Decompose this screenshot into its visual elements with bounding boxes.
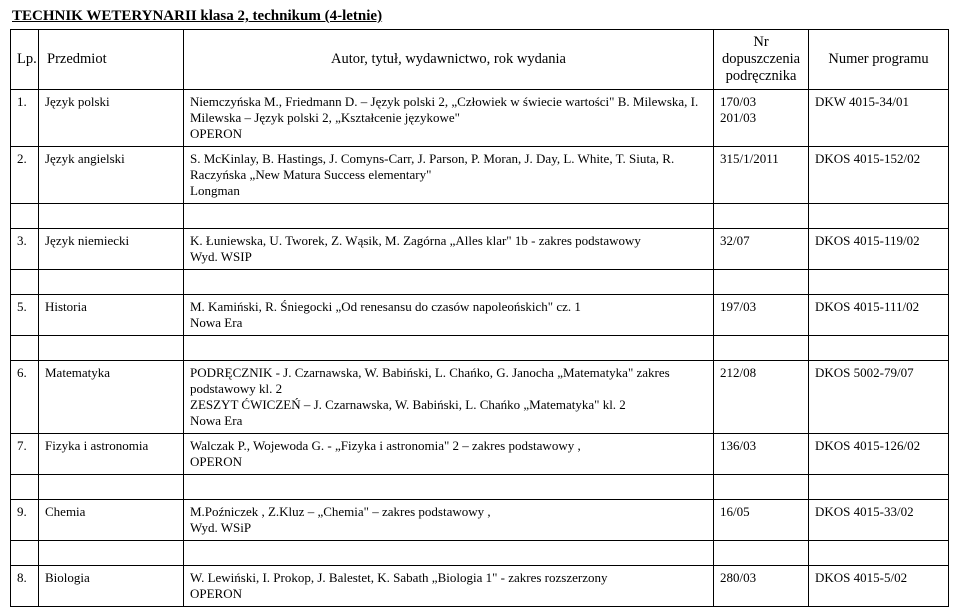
cell-author: Niemczyńska M., Friedmann D. – Język pol… xyxy=(184,90,714,147)
cell-lp: 8. xyxy=(11,566,39,607)
spacer-cell xyxy=(809,475,949,500)
cell-subject: Biologia xyxy=(39,566,184,607)
cell-nr: 197/03 xyxy=(714,295,809,336)
table-header-row: Lp. Przedmiot Autor, tytuł, wydawnictwo,… xyxy=(11,30,949,90)
spacer-cell xyxy=(39,336,184,361)
spacer-cell xyxy=(11,336,39,361)
cell-nr: 315/1/2011 xyxy=(714,147,809,204)
spacer-cell xyxy=(184,541,714,566)
cell-program: DKOS 4015-126/02 xyxy=(809,434,949,475)
cell-program: DKOS 4015-33/02 xyxy=(809,500,949,541)
table-row: 1.Język polskiNiemczyńska M., Friedmann … xyxy=(11,90,949,147)
spacer-cell xyxy=(39,541,184,566)
cell-author: S. McKinlay, B. Hastings, J. Comyns-Carr… xyxy=(184,147,714,204)
cell-subject: Historia xyxy=(39,295,184,336)
cell-program: DKOS 4015-119/02 xyxy=(809,229,949,270)
table-row: 7.Fizyka i astronomiaWalczak P., Wojewod… xyxy=(11,434,949,475)
col-nr: Nr dopuszczenia podręcznika xyxy=(714,30,809,90)
spacer-cell xyxy=(714,475,809,500)
page-title: TECHNIK WETERYNARII klasa 2, technikum (… xyxy=(12,8,949,25)
spacer-row xyxy=(11,541,949,566)
cell-nr: 32/07 xyxy=(714,229,809,270)
table-row: 8.BiologiaW. Lewiński, I. Prokop, J. Bal… xyxy=(11,566,949,607)
spacer-cell xyxy=(809,541,949,566)
cell-author: W. Lewiński, I. Prokop, J. Balestet, K. … xyxy=(184,566,714,607)
cell-author: K. Łuniewska, U. Tworek, Z. Wąsik, M. Za… xyxy=(184,229,714,270)
spacer-cell xyxy=(39,204,184,229)
table-row: 3.Język niemieckiK. Łuniewska, U. Tworek… xyxy=(11,229,949,270)
table-row: 9.ChemiaM.Poźniczek , Z.Kluz – „Chemia" … xyxy=(11,500,949,541)
cell-nr: 212/08 xyxy=(714,361,809,434)
cell-subject: Język angielski xyxy=(39,147,184,204)
cell-author: M. Kamiński, R. Śniegocki „Od renesansu … xyxy=(184,295,714,336)
spacer-cell xyxy=(39,475,184,500)
cell-subject: Język niemiecki xyxy=(39,229,184,270)
spacer-cell xyxy=(39,270,184,295)
cell-subject: Fizyka i astronomia xyxy=(39,434,184,475)
spacer-cell xyxy=(714,204,809,229)
spacer-cell xyxy=(11,204,39,229)
col-program: Numer programu xyxy=(809,30,949,90)
cell-nr: 136/03 xyxy=(714,434,809,475)
table-row: 6.MatematykaPODRĘCZNIK - J. Czarnawska, … xyxy=(11,361,949,434)
cell-subject: Język polski xyxy=(39,90,184,147)
spacer-cell xyxy=(184,475,714,500)
spacer-cell xyxy=(809,204,949,229)
spacer-cell xyxy=(714,270,809,295)
cell-author: PODRĘCZNIK - J. Czarnawska, W. Babiński,… xyxy=(184,361,714,434)
cell-program: DKOS 4015-5/02 xyxy=(809,566,949,607)
cell-lp: 2. xyxy=(11,147,39,204)
cell-subject: Chemia xyxy=(39,500,184,541)
cell-author: Walczak P., Wojewoda G. - „Fizyka i astr… xyxy=(184,434,714,475)
spacer-cell xyxy=(184,270,714,295)
cell-lp: 9. xyxy=(11,500,39,541)
cell-lp: 3. xyxy=(11,229,39,270)
cell-program: DKW 4015-34/01 xyxy=(809,90,949,147)
spacer-row xyxy=(11,270,949,295)
cell-program: DKOS 4015-152/02 xyxy=(809,147,949,204)
textbook-table: Lp. Przedmiot Autor, tytuł, wydawnictwo,… xyxy=(10,29,949,607)
spacer-row xyxy=(11,204,949,229)
col-lp: Lp. xyxy=(11,30,39,90)
cell-lp: 7. xyxy=(11,434,39,475)
col-author: Autor, tytuł, wydawnictwo, rok wydania xyxy=(184,30,714,90)
spacer-cell xyxy=(11,541,39,566)
cell-program: DKOS 5002-79/07 xyxy=(809,361,949,434)
spacer-cell xyxy=(184,336,714,361)
cell-nr: 170/03 201/03 xyxy=(714,90,809,147)
spacer-row xyxy=(11,336,949,361)
col-subject: Przedmiot xyxy=(39,30,184,90)
table-row: 5.HistoriaM. Kamiński, R. Śniegocki „Od … xyxy=(11,295,949,336)
spacer-cell xyxy=(809,270,949,295)
table-row: 2.Język angielskiS. McKinlay, B. Hasting… xyxy=(11,147,949,204)
spacer-cell xyxy=(714,336,809,361)
cell-program: DKOS 4015-111/02 xyxy=(809,295,949,336)
cell-lp: 1. xyxy=(11,90,39,147)
spacer-cell xyxy=(184,204,714,229)
spacer-cell xyxy=(11,475,39,500)
cell-lp: 6. xyxy=(11,361,39,434)
spacer-cell xyxy=(11,270,39,295)
spacer-cell xyxy=(809,336,949,361)
cell-subject: Matematyka xyxy=(39,361,184,434)
cell-nr: 16/05 xyxy=(714,500,809,541)
cell-author: M.Poźniczek , Z.Kluz – „Chemia" – zakres… xyxy=(184,500,714,541)
spacer-cell xyxy=(714,541,809,566)
cell-lp: 5. xyxy=(11,295,39,336)
cell-nr: 280/03 xyxy=(714,566,809,607)
spacer-row xyxy=(11,475,949,500)
